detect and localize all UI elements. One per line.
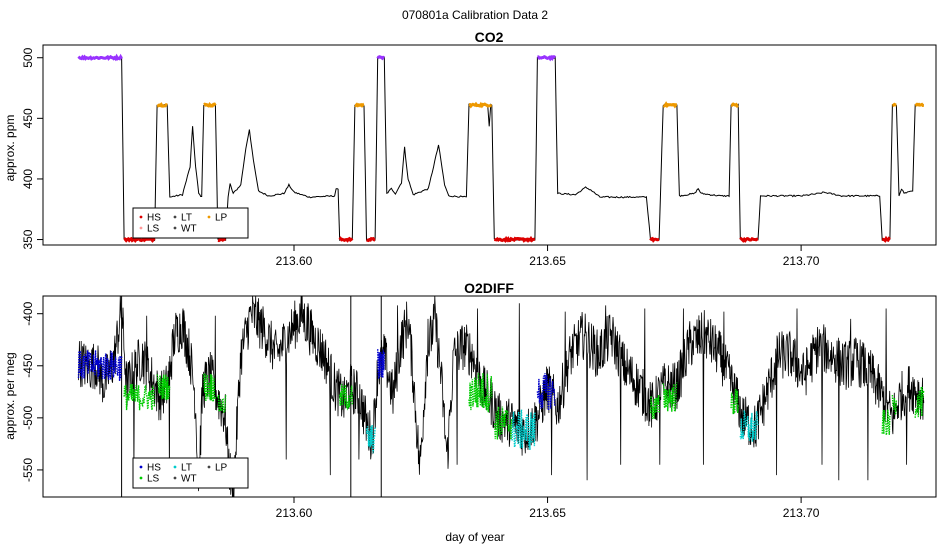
legend-marker xyxy=(173,226,177,230)
calibration-segment xyxy=(662,101,678,109)
o2diff-ylabel: approx. per meg xyxy=(3,352,17,439)
legend-label: LP xyxy=(215,213,228,224)
legend-label: WT xyxy=(181,224,197,235)
o2diff-panel: O2DIFF approx. per meg 213.60 213.65 213.7… xyxy=(3,280,937,544)
x-tick-label: 213.65 xyxy=(529,506,566,520)
legend-label: WT xyxy=(181,474,197,485)
co2-panel: CO2 approx. ppm 213.60 213.65 213.70 350 400… xyxy=(3,29,937,268)
calibration-segment xyxy=(739,236,759,243)
calibration-segment xyxy=(354,102,365,108)
calibration-segment xyxy=(366,236,376,243)
calibration-segment xyxy=(203,102,217,108)
legend-label: HS xyxy=(147,213,161,224)
o2diff-plot-frame xyxy=(42,295,937,498)
legend-marker xyxy=(173,476,177,480)
y-tick-label: -450 xyxy=(21,353,35,377)
y-tick-label: 400 xyxy=(21,169,35,189)
x-tick-label: 213.70 xyxy=(783,506,820,520)
figure-title: 070801a Calibration Data 2 xyxy=(402,8,548,22)
x-tick-label: 213.60 xyxy=(276,254,313,268)
legend-label: LT xyxy=(181,463,192,474)
o2diff-series-line xyxy=(78,296,925,497)
y-tick-label: 450 xyxy=(21,108,35,128)
calibration-segment xyxy=(882,235,891,243)
calibration-segment xyxy=(77,53,123,62)
calibration-segment xyxy=(891,102,897,108)
calibration-segment xyxy=(217,236,227,243)
calibration-segment xyxy=(493,406,513,440)
legend-marker xyxy=(139,465,143,469)
legend-label: LP xyxy=(215,463,228,474)
legend-label: LS xyxy=(147,474,160,485)
calibration-segment xyxy=(377,349,385,379)
calibration-segment xyxy=(494,235,536,243)
calibration-segment xyxy=(649,236,660,243)
legend-marker xyxy=(207,215,211,219)
legend-label: LT xyxy=(181,213,192,224)
calibration-segment xyxy=(511,409,536,451)
calibration-segment xyxy=(891,394,898,416)
y-tick-label: 350 xyxy=(21,229,35,249)
legend-marker xyxy=(173,465,177,469)
calibration-segment xyxy=(739,409,759,442)
legend-marker xyxy=(207,465,211,469)
legend-label: HS xyxy=(147,463,161,474)
calibration-segment xyxy=(376,55,385,61)
x-tick-label: 213.60 xyxy=(276,506,313,520)
x-axis-label: day of year xyxy=(445,530,504,544)
co2-ylabel: approx. ppm xyxy=(3,115,17,182)
legend-box xyxy=(132,457,249,489)
o2diff-title: O2DIFF xyxy=(464,280,514,296)
legend-marker xyxy=(139,215,143,219)
calibration-segment xyxy=(468,101,492,109)
x-tick-label: 213.70 xyxy=(783,254,820,268)
calibration-segment xyxy=(156,374,171,401)
co2-title: CO2 xyxy=(475,29,504,45)
legend-box xyxy=(132,207,249,239)
y-tick-label: -500 xyxy=(21,406,35,430)
calibration-segment xyxy=(365,424,376,454)
legend-label: LS xyxy=(147,224,160,235)
calibration-segment xyxy=(123,236,156,243)
calibration-segment xyxy=(203,373,217,402)
calibration-segment xyxy=(123,383,156,411)
calibration-segment xyxy=(536,373,556,411)
calibration-segment xyxy=(914,386,925,418)
legend-marker xyxy=(139,226,143,230)
calibration-segment xyxy=(217,394,227,414)
calibration-segment xyxy=(77,350,123,382)
calibration-segment xyxy=(662,382,678,414)
calibration-segment xyxy=(914,102,925,107)
calibration-segment xyxy=(537,54,557,62)
legend-marker xyxy=(139,476,143,480)
calibration-segment xyxy=(730,102,739,108)
calibration-segment xyxy=(156,102,168,108)
y-tick-label: 500 xyxy=(21,47,35,67)
y-tick-label: -400 xyxy=(21,301,35,325)
calibration-segment xyxy=(468,373,493,413)
x-tick-label: 213.65 xyxy=(529,254,566,268)
calibration-segment xyxy=(730,388,739,415)
calibration-segment xyxy=(881,409,891,436)
co2-plot-frame xyxy=(42,44,937,246)
legend-marker xyxy=(173,215,177,219)
y-tick-label: -550 xyxy=(21,458,35,482)
calibration-segment xyxy=(338,236,354,243)
